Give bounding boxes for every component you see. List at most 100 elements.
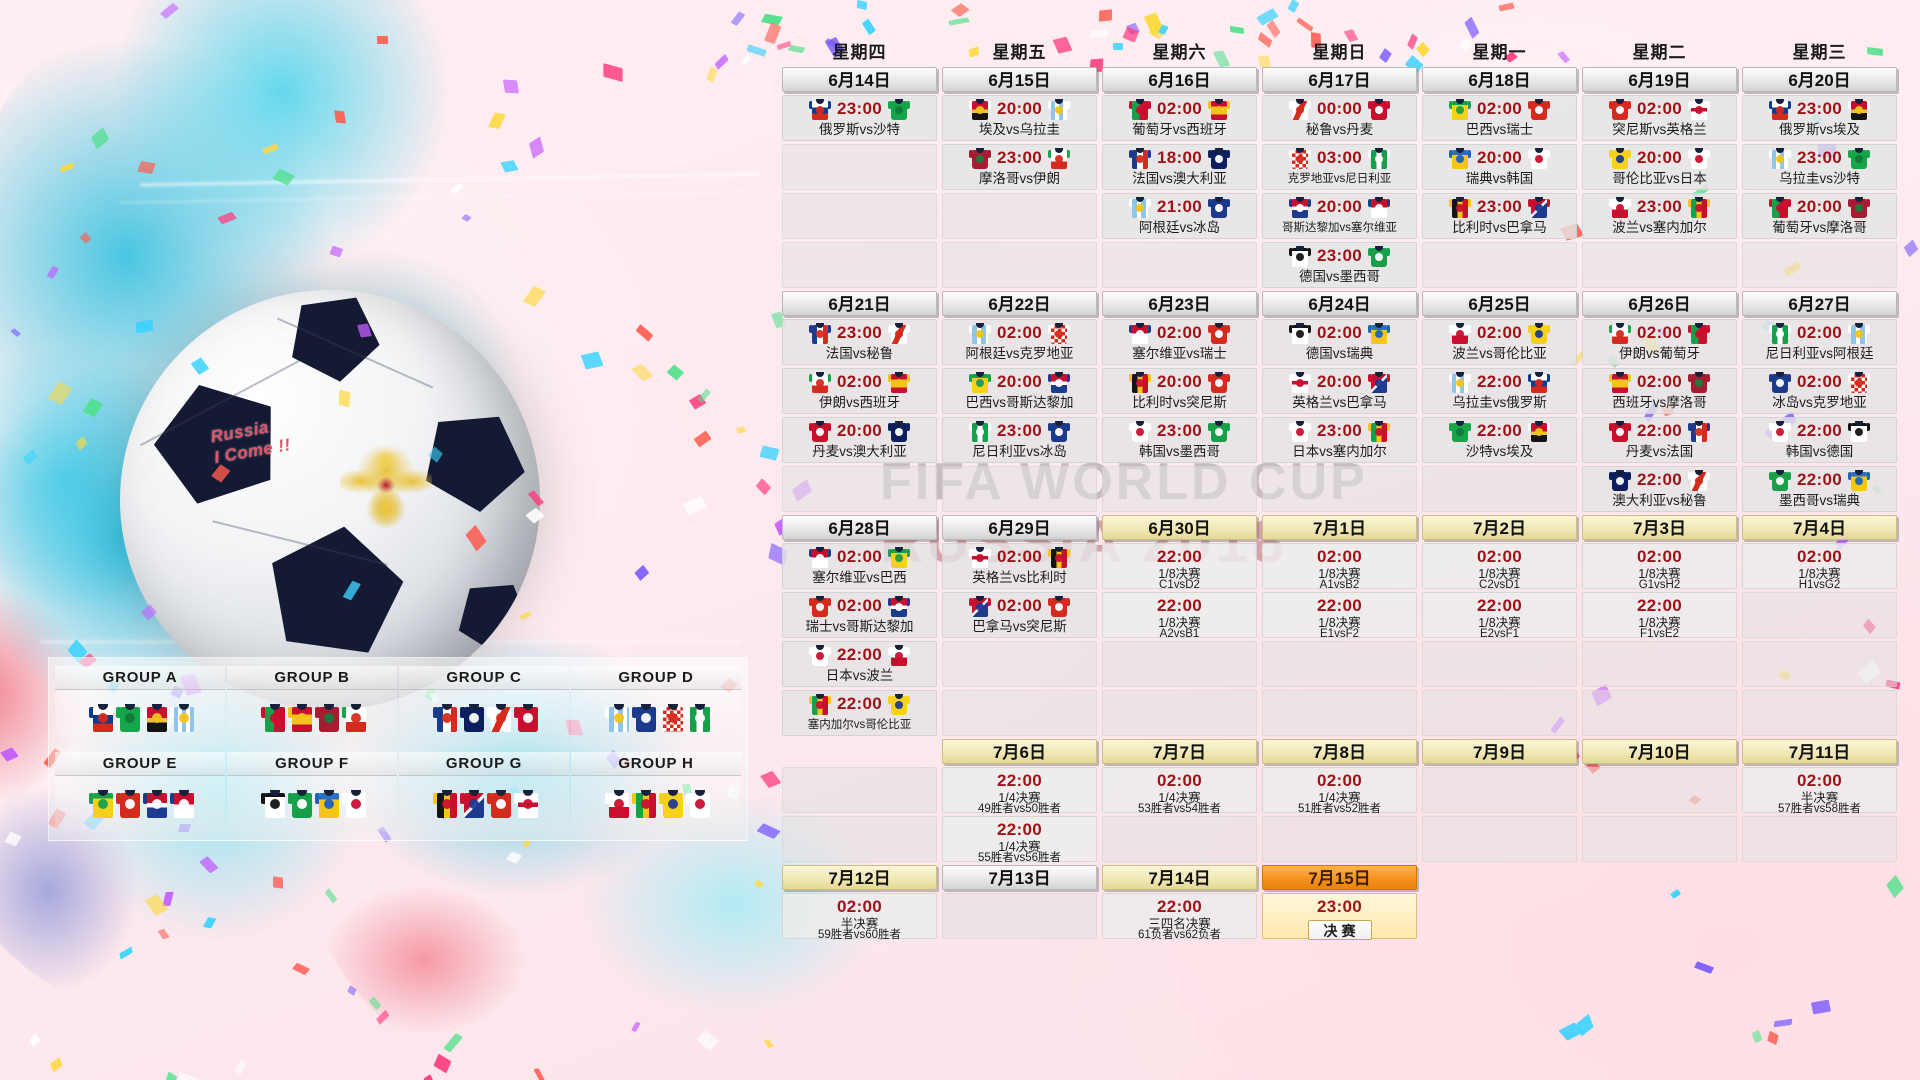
- date-cell[interactable]: 6月16日: [1102, 67, 1257, 92]
- date-cell[interactable]: 6月14日: [782, 67, 937, 92]
- match-cell[interactable]: 20:00 巴西vs哥斯达黎加: [942, 368, 1097, 414]
- match-cell[interactable]: 23:00 德国vs墨西哥: [1262, 242, 1417, 288]
- date-cell[interactable]: 7月6日: [942, 739, 1097, 764]
- group-group-c[interactable]: GROUP C: [399, 666, 569, 746]
- final-match-cell[interactable]: 23:00 决赛: [1262, 893, 1417, 939]
- match-cell[interactable]: 02:00 波兰vs哥伦比亚: [1422, 319, 1577, 365]
- date-cell[interactable]: 6月27日: [1742, 291, 1897, 316]
- match-cell[interactable]: 20:00 哥斯达黎加vs塞尔维亚: [1262, 193, 1417, 239]
- match-cell[interactable]: 02:00 冰岛vs克罗地亚: [1742, 368, 1897, 414]
- date-cell[interactable]: 6月21日: [782, 291, 937, 316]
- date-cell[interactable]: 7月11日: [1742, 739, 1897, 764]
- date-cell[interactable]: 7月1日: [1262, 515, 1417, 540]
- match-cell[interactable]: 02:00 塞尔维亚vs巴西: [782, 543, 937, 589]
- group-group-d[interactable]: GROUP D: [571, 666, 741, 746]
- date-cell[interactable]: 6月20日: [1742, 67, 1897, 92]
- match-cell[interactable]: 23:00 比利时vs巴拿马: [1422, 193, 1577, 239]
- date-cell[interactable]: 6月17日: [1262, 67, 1417, 92]
- date-cell[interactable]: 7月14日: [1102, 865, 1257, 890]
- knockout-match-cell[interactable]: 22:00 1/8决赛 F1vsE2: [1582, 592, 1737, 638]
- match-cell[interactable]: 03:00 克罗地亚vs尼日利亚: [1262, 144, 1417, 190]
- match-cell[interactable]: 02:00 伊朗vs葡萄牙: [1582, 319, 1737, 365]
- match-cell[interactable]: 02:00 阿根廷vs克罗地亚: [942, 319, 1097, 365]
- match-cell[interactable]: 02:00 突尼斯vs英格兰: [1582, 95, 1737, 141]
- knockout-match-cell[interactable]: 22:00 1/8决赛 A2vsB1: [1102, 592, 1257, 638]
- match-cell[interactable]: 22:00 沙特vs埃及: [1422, 417, 1577, 463]
- group-group-f[interactable]: GROUP F: [227, 752, 397, 832]
- date-cell[interactable]: 7月3日: [1582, 515, 1737, 540]
- date-cell[interactable]: 6月26日: [1582, 291, 1737, 316]
- knockout-match-cell[interactable]: 02:00 半决赛 57胜者vs58胜者: [1742, 767, 1897, 813]
- knockout-match-cell[interactable]: 02:00 1/8决赛 A1vsB2: [1262, 543, 1417, 589]
- group-group-g[interactable]: GROUP G: [399, 752, 569, 832]
- group-group-a[interactable]: GROUP A: [55, 666, 225, 746]
- date-cell[interactable]: 6月29日: [942, 515, 1097, 540]
- match-cell[interactable]: 02:00 葡萄牙vs西班牙: [1102, 95, 1257, 141]
- match-cell[interactable]: 21:00 阿根廷vs冰岛: [1102, 193, 1257, 239]
- match-cell[interactable]: 20:00 哥伦比亚vs日本: [1582, 144, 1737, 190]
- match-cell[interactable]: 23:00 俄罗斯vs埃及: [1742, 95, 1897, 141]
- match-cell[interactable]: 18:00 法国vs澳大利亚: [1102, 144, 1257, 190]
- date-cell[interactable]: 6月24日: [1262, 291, 1417, 316]
- knockout-match-cell[interactable]: 22:00 1/4决赛 55胜者vs56胜者: [942, 816, 1097, 862]
- match-cell[interactable]: 02:00 巴拿马vs突尼斯: [942, 592, 1097, 638]
- knockout-match-cell[interactable]: 22:00 1/8决赛 E2vsF1: [1422, 592, 1577, 638]
- match-cell[interactable]: 20:00 比利时vs突尼斯: [1102, 368, 1257, 414]
- date-cell[interactable]: 7月8日: [1262, 739, 1417, 764]
- match-cell[interactable]: 22:00 塞内加尔vs哥伦比亚: [782, 690, 937, 736]
- date-cell[interactable]: 6月22日: [942, 291, 1097, 316]
- match-cell[interactable]: 20:00 丹麦vs澳大利亚: [782, 417, 937, 463]
- date-cell[interactable]: 6月19日: [1582, 67, 1737, 92]
- match-cell[interactable]: 02:00 塞尔维亚vs瑞士: [1102, 319, 1257, 365]
- knockout-match-cell[interactable]: 22:00 1/8决赛 E1vsF2: [1262, 592, 1417, 638]
- date-cell[interactable]: 7月4日: [1742, 515, 1897, 540]
- date-cell[interactable]: 7月13日: [942, 865, 1097, 890]
- match-cell[interactable]: 02:00 巴西vs瑞士: [1422, 95, 1577, 141]
- match-cell[interactable]: 23:00 尼日利亚vs冰岛: [942, 417, 1097, 463]
- match-cell[interactable]: 22:00 乌拉圭vs俄罗斯: [1422, 368, 1577, 414]
- knockout-match-cell[interactable]: 22:00 1/8决赛 C1vsD2: [1102, 543, 1257, 589]
- group-group-e[interactable]: GROUP E: [55, 752, 225, 832]
- match-cell[interactable]: 22:00 墨西哥vs瑞典: [1742, 466, 1897, 512]
- match-cell[interactable]: 22:00 韩国vs德国: [1742, 417, 1897, 463]
- date-cell[interactable]: 7月2日: [1422, 515, 1577, 540]
- group-group-h[interactable]: GROUP H: [571, 752, 741, 832]
- knockout-match-cell[interactable]: 02:00 1/8决赛 H1vsG2: [1742, 543, 1897, 589]
- match-cell[interactable]: 20:00 瑞典vs韩国: [1422, 144, 1577, 190]
- date-cell[interactable]: 6月30日: [1102, 515, 1257, 540]
- match-cell[interactable]: 23:00 法国vs秘鲁: [782, 319, 937, 365]
- match-cell[interactable]: 23:00 韩国vs墨西哥: [1102, 417, 1257, 463]
- match-cell[interactable]: 22:00 日本vs波兰: [782, 641, 937, 687]
- date-cell[interactable]: 6月18日: [1422, 67, 1577, 92]
- match-cell[interactable]: 20:00 埃及vs乌拉圭: [942, 95, 1097, 141]
- date-cell[interactable]: 6月15日: [942, 67, 1097, 92]
- match-cell[interactable]: 20:00 英格兰vs巴拿马: [1262, 368, 1417, 414]
- match-cell[interactable]: 23:00 摩洛哥vs伊朗: [942, 144, 1097, 190]
- match-cell[interactable]: 23:00 乌拉圭vs沙特: [1742, 144, 1897, 190]
- date-cell[interactable]: 7月15日: [1262, 865, 1417, 890]
- match-cell[interactable]: 23:00 日本vs塞内加尔: [1262, 417, 1417, 463]
- knockout-match-cell[interactable]: 02:00 1/8决赛 C2vsD1: [1422, 543, 1577, 589]
- date-cell[interactable]: 7月10日: [1582, 739, 1737, 764]
- match-cell[interactable]: 02:00 瑞士vs哥斯达黎加: [782, 592, 937, 638]
- group-group-b[interactable]: GROUP B: [227, 666, 397, 746]
- match-cell[interactable]: 02:00 英格兰vs比利时: [942, 543, 1097, 589]
- knockout-match-cell[interactable]: 22:00 1/4决赛 49胜者vs50胜者: [942, 767, 1097, 813]
- match-cell[interactable]: 02:00 德国vs瑞典: [1262, 319, 1417, 365]
- match-cell[interactable]: 02:00 西班牙vs摩洛哥: [1582, 368, 1737, 414]
- knockout-match-cell[interactable]: 22:00 三四名决赛 61负者vs62负者: [1102, 893, 1257, 939]
- match-cell[interactable]: 20:00 葡萄牙vs摩洛哥: [1742, 193, 1897, 239]
- match-cell[interactable]: 02:00 伊朗vs西班牙: [782, 368, 937, 414]
- match-cell[interactable]: 22:00 丹麦vs法国: [1582, 417, 1737, 463]
- knockout-match-cell[interactable]: 02:00 半决赛 59胜者vs60胜者: [782, 893, 937, 939]
- knockout-match-cell[interactable]: 02:00 1/4决赛 53胜者vs54胜者: [1102, 767, 1257, 813]
- match-cell[interactable]: 23:00 波兰vs塞内加尔: [1582, 193, 1737, 239]
- match-cell[interactable]: 22:00 澳大利亚vs秘鲁: [1582, 466, 1737, 512]
- match-cell[interactable]: 02:00 尼日利亚vs阿根廷: [1742, 319, 1897, 365]
- date-cell[interactable]: 6月28日: [782, 515, 937, 540]
- knockout-match-cell[interactable]: 02:00 1/8决赛 G1vsH2: [1582, 543, 1737, 589]
- date-cell[interactable]: 6月25日: [1422, 291, 1577, 316]
- match-cell[interactable]: 00:00 秘鲁vs丹麦: [1262, 95, 1417, 141]
- date-cell[interactable]: 7月12日: [782, 865, 937, 890]
- knockout-match-cell[interactable]: 02:00 1/4决赛 51胜者vs52胜者: [1262, 767, 1417, 813]
